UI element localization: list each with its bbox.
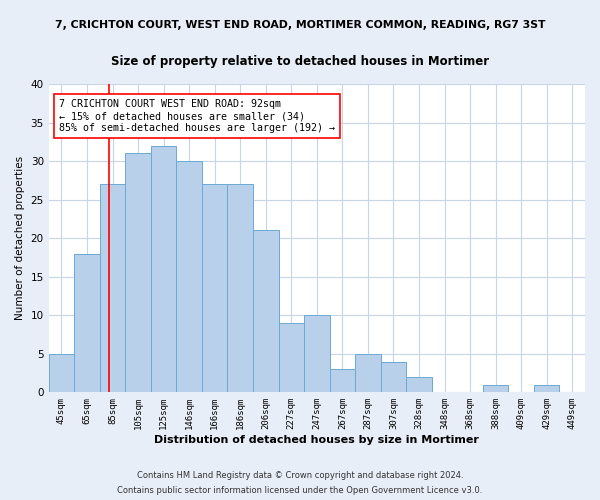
Text: 7, CRICHTON COURT, WEST END ROAD, MORTIMER COMMON, READING, RG7 3ST: 7, CRICHTON COURT, WEST END ROAD, MORTIM… [55,20,545,30]
Bar [329,369,355,392]
Bar [202,184,227,392]
Y-axis label: Number of detached properties: Number of detached properties [15,156,25,320]
Text: Contains HM Land Registry data © Crown copyright and database right 2024.: Contains HM Land Registry data © Crown c… [137,471,463,480]
Bar [483,384,508,392]
Bar [176,161,202,392]
Bar [151,146,176,392]
Bar [380,362,406,392]
Bar [74,254,100,392]
Text: Size of property relative to detached houses in Mortimer: Size of property relative to detached ho… [111,55,489,68]
Bar [534,384,559,392]
Bar [100,184,125,392]
Bar [278,323,304,392]
Bar [227,184,253,392]
Bar [253,230,278,392]
Bar [49,354,74,393]
Bar [406,377,432,392]
Text: 7 CRICHTON COURT WEST END ROAD: 92sqm
← 15% of detached houses are smaller (34)
: 7 CRICHTON COURT WEST END ROAD: 92sqm ← … [59,100,335,132]
Bar [355,354,380,393]
Text: Contains public sector information licensed under the Open Government Licence v3: Contains public sector information licen… [118,486,482,495]
X-axis label: Distribution of detached houses by size in Mortimer: Distribution of detached houses by size … [154,435,479,445]
Bar [304,316,329,392]
Bar [125,154,151,392]
